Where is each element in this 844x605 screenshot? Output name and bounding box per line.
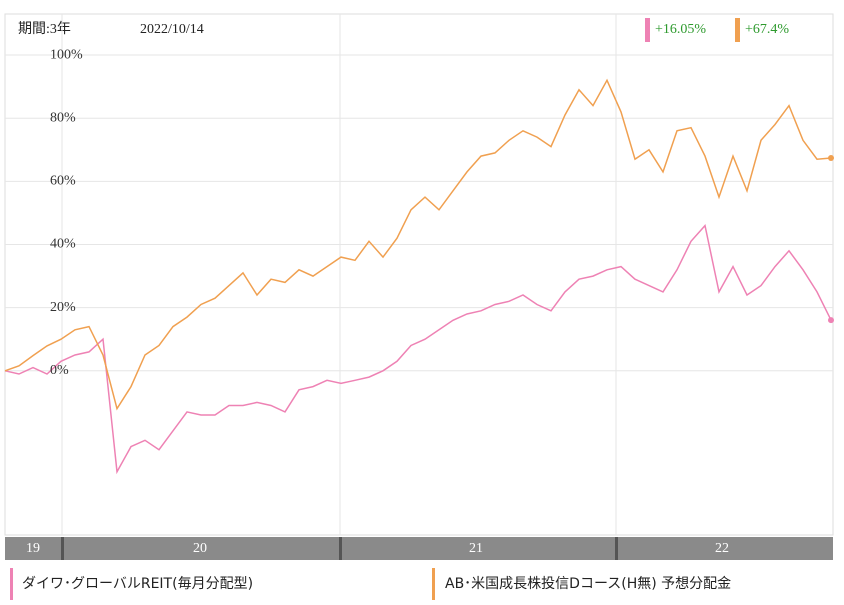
- year-separator: [615, 537, 618, 560]
- end-point: [828, 317, 834, 324]
- y-tick-label: 40%: [50, 237, 76, 252]
- change-label: +67.4%: [745, 22, 789, 37]
- legend-swatch: [10, 568, 13, 600]
- x-tick-label: 19: [26, 541, 40, 556]
- x-tick-label: 22: [715, 541, 729, 556]
- period-label: 期間:3年: [18, 21, 71, 37]
- change-swatch: [735, 18, 740, 42]
- legend-swatch: [432, 568, 435, 600]
- x-tick-label: 20: [193, 541, 207, 556]
- legend-label: AB･米国成長株投信Dコース(H無) 予想分配金: [445, 576, 731, 592]
- change-swatch: [645, 18, 650, 42]
- y-tick-label: 80%: [50, 110, 76, 125]
- series-line: [4, 78, 832, 411]
- x-tick-label: 21: [469, 541, 483, 556]
- plot-frame: [4, 13, 834, 536]
- year-separator: [61, 537, 64, 560]
- legend-label: ダイワ･グローバルREIT(毎月分配型): [22, 576, 253, 592]
- change-label: +16.05%: [655, 22, 706, 37]
- end-point: [828, 154, 834, 161]
- y-tick-label: 60%: [50, 174, 76, 189]
- y-tick-label: 100%: [50, 47, 83, 62]
- y-tick-label: 20%: [50, 300, 76, 315]
- year-band: [5, 537, 833, 560]
- year-separator: [339, 537, 342, 560]
- date-label: 2022/10/14: [140, 22, 204, 37]
- series-line: [4, 223, 832, 475]
- y-tick-label: 0%: [50, 363, 69, 378]
